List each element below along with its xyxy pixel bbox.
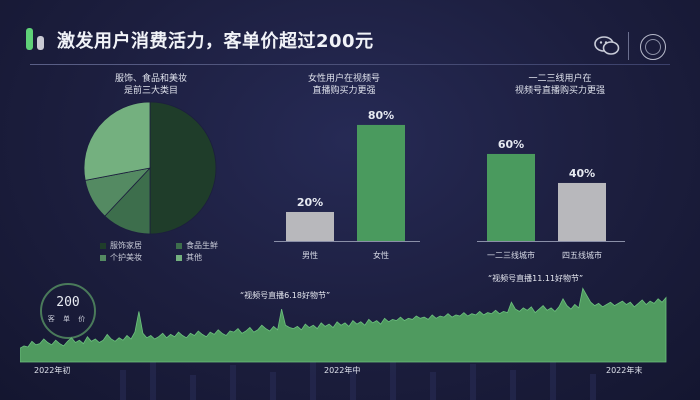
pie-title: 服饰、食品和美妆 是前三大类目	[96, 73, 206, 97]
city-chart-title: 一二三线用户在 视频号直播购买力更强	[490, 73, 630, 97]
legend-swatch	[100, 242, 106, 249]
city-bar-chart: 60% 一二三线城市 40% 四五线城市	[477, 138, 625, 260]
bar-category-label: 四五线城市	[562, 250, 602, 260]
bar-category-label: 一二三线城市	[487, 250, 535, 260]
area-series	[20, 287, 667, 363]
kpi-ring	[40, 283, 96, 339]
legend-swatch	[176, 254, 182, 261]
brand-badge-inner	[645, 39, 661, 55]
x-tick-end: 2022年末	[606, 366, 643, 375]
gender-chart-title: 女性用户在视频号 直播购买力更强	[284, 73, 404, 97]
city-title-line-2: 视频号直播购买力更强	[514, 86, 605, 96]
bar-value-label: 20%	[297, 196, 323, 209]
annotation-1111: “视频号直播11.11好物节”	[488, 274, 584, 283]
gender-title-line-2: 直播购买力更强	[312, 86, 376, 96]
legend-label: 食品生鲜	[186, 241, 218, 250]
trend-area-chart	[20, 287, 667, 363]
pie-chart	[83, 101, 217, 235]
bar-四五线城市	[558, 182, 606, 241]
pie-title-line-1: 服饰、食品和美妆	[114, 74, 187, 84]
pie-title-line-2: 是前三大类目	[123, 86, 178, 96]
legend-label: 个护美妆	[110, 253, 142, 262]
pie-slice-1	[149, 101, 217, 235]
legend-swatch	[176, 242, 182, 249]
app-logo-icon	[26, 28, 33, 50]
pie-slice-4	[83, 101, 151, 181]
x-tick-mid: 2022年中	[324, 366, 361, 375]
kpi-label: 客 单 价	[47, 315, 89, 323]
brand-badge-icon	[640, 34, 666, 60]
legend-label: 其他	[186, 253, 202, 262]
pie-legend-item: 个护美妆	[100, 252, 142, 263]
wechat-icon	[594, 36, 620, 55]
kpi-value: 200	[56, 295, 80, 310]
bar-category-label: 女性	[373, 250, 389, 260]
header-separator	[628, 32, 629, 60]
pie-legend-item: 服饰家居	[100, 240, 142, 251]
bar-value-label: 40%	[569, 167, 595, 180]
bar-category-label: 男性	[302, 250, 318, 260]
pie-legend-item: 食品生鲜	[176, 240, 218, 251]
annotation-618: “视频号直播6.18好物节”	[240, 291, 331, 300]
x-tick-start: 2022年初	[34, 366, 71, 375]
pie-legend-item: 其他	[176, 252, 202, 263]
title-divider	[30, 64, 670, 65]
page-title: 激发用户消费活力，客单价超过200元	[57, 31, 374, 52]
app-logo-accent	[37, 36, 44, 50]
gender-title-line-1: 女性用户在视频号	[307, 74, 380, 84]
bar-value-label: 80%	[368, 109, 394, 122]
bar-女性	[357, 124, 405, 241]
bar-男性	[286, 211, 334, 241]
legend-label: 服饰家居	[110, 241, 142, 250]
bar-一二三线城市	[487, 153, 535, 241]
gender-bar-chart: 20% 男性 80% 女性	[274, 109, 420, 260]
legend-swatch	[100, 254, 106, 261]
bar-value-label: 60%	[498, 138, 524, 151]
city-title-line-1: 一二三线用户在	[528, 74, 592, 84]
